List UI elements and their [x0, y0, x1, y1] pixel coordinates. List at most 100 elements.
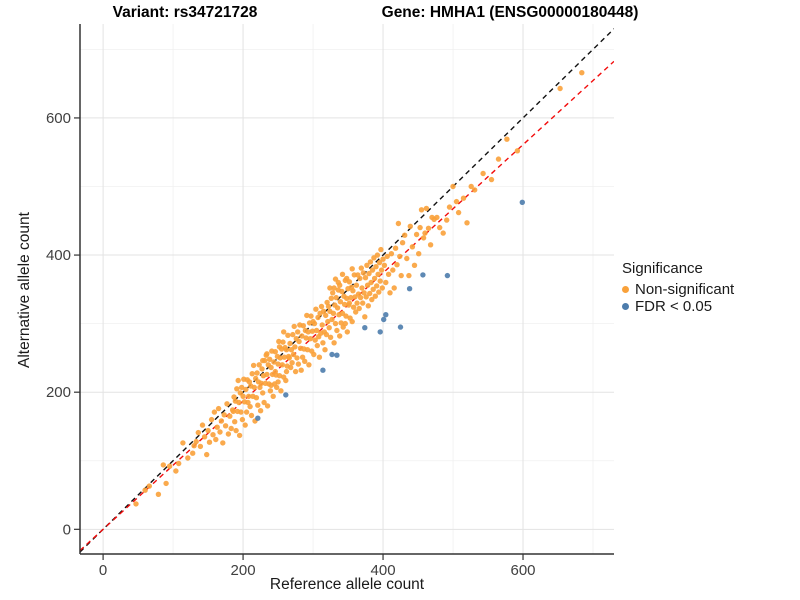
- data-point-non-significant: [277, 355, 283, 361]
- data-point-non-significant: [374, 252, 381, 258]
- data-point-non-significant: [308, 313, 314, 319]
- data-point-non-significant: [353, 282, 360, 288]
- y-tick-label: 200: [46, 384, 71, 401]
- y-tick-label: 400: [46, 247, 71, 264]
- data-point-non-significant: [327, 334, 334, 340]
- data-point-non-significant: [399, 240, 406, 246]
- data-point-non-significant: [303, 335, 309, 341]
- data-point-non-significant: [258, 380, 264, 386]
- data-point-non-significant: [267, 388, 274, 394]
- data-point-non-significant: [357, 275, 363, 282]
- data-point-non-significant: [409, 244, 416, 250]
- scatter-points: [133, 70, 585, 507]
- data-point-non-significant: [322, 347, 328, 353]
- data-point-non-significant: [377, 278, 383, 284]
- data-point-non-significant: [384, 253, 390, 260]
- data-point-non-significant: [417, 224, 423, 231]
- data-point-fdr: [377, 329, 383, 335]
- data-point-non-significant: [197, 443, 204, 450]
- data-point-non-significant: [338, 320, 344, 326]
- legend: Significance Non-significant FDR < 0.05: [622, 260, 734, 315]
- data-point-non-significant: [330, 310, 337, 316]
- data-point-non-significant: [357, 294, 364, 301]
- data-point-non-significant: [146, 483, 152, 489]
- data-point-fdr: [320, 367, 326, 373]
- data-point-non-significant: [236, 399, 242, 406]
- data-point-non-significant: [281, 354, 288, 360]
- data-point-non-significant: [290, 351, 297, 358]
- data-point-non-significant: [193, 438, 199, 445]
- data-point-non-significant: [385, 271, 392, 277]
- data-point-non-significant: [411, 262, 418, 268]
- data-point-non-significant: [472, 187, 478, 193]
- x-tick-label: 600: [511, 562, 536, 579]
- data-point-non-significant: [288, 364, 294, 371]
- data-point-non-significant: [363, 294, 369, 300]
- data-point-non-significant: [341, 301, 348, 308]
- data-point-non-significant: [173, 468, 179, 474]
- data-point-non-significant: [286, 355, 292, 361]
- data-point-non-significant: [283, 368, 290, 375]
- data-point-non-significant: [349, 318, 355, 325]
- data-point-non-significant: [370, 286, 376, 292]
- data-point-non-significant: [514, 148, 521, 154]
- data-point-non-significant: [224, 401, 230, 407]
- data-point-non-significant: [276, 338, 282, 345]
- data-point-non-significant: [249, 371, 255, 377]
- data-point-non-significant: [416, 251, 422, 257]
- data-point-non-significant: [166, 463, 173, 469]
- data-point-non-significant: [557, 85, 563, 92]
- data-point-non-significant: [163, 480, 169, 487]
- data-point-non-significant: [323, 312, 329, 319]
- data-point-non-significant: [299, 333, 305, 339]
- data-point-non-significant: [464, 220, 470, 226]
- data-point-non-significant: [320, 308, 327, 314]
- data-point-fdr: [397, 324, 404, 330]
- data-point-non-significant: [217, 429, 223, 435]
- data-point-non-significant: [268, 364, 274, 371]
- data-point-non-significant: [245, 399, 251, 406]
- data-point-non-significant: [364, 262, 370, 268]
- data-point-non-significant: [434, 214, 440, 221]
- data-point-non-significant: [199, 422, 206, 428]
- data-point-non-significant: [402, 232, 408, 238]
- data-point-non-significant: [437, 224, 443, 231]
- data-point-non-significant: [374, 283, 380, 289]
- data-point-non-significant: [407, 223, 413, 229]
- data-point-non-significant: [259, 366, 265, 372]
- data-point-non-significant: [190, 450, 196, 456]
- data-point-non-significant: [387, 290, 393, 296]
- data-point-non-significant: [276, 373, 283, 379]
- data-point-non-significant: [311, 351, 317, 358]
- legend-dot-non-significant-icon: [622, 286, 629, 293]
- data-point-non-significant: [440, 230, 446, 236]
- data-point-non-significant: [234, 386, 240, 392]
- data-point-non-significant: [316, 354, 323, 360]
- data-point-non-significant: [225, 431, 232, 437]
- data-point-non-significant: [213, 436, 219, 443]
- data-point-non-significant: [324, 299, 330, 306]
- data-point-non-significant: [201, 434, 208, 440]
- x-tick-label: 0: [99, 562, 107, 579]
- data-point-non-significant: [390, 267, 396, 273]
- data-point-non-significant: [488, 176, 495, 183]
- data-point-non-significant: [394, 262, 400, 268]
- legend-label-fdr: FDR < 0.05: [635, 298, 713, 315]
- data-point-non-significant: [191, 443, 197, 449]
- data-point-non-significant: [206, 439, 213, 445]
- x-tick-label: 400: [371, 562, 396, 579]
- data-point-non-significant: [264, 351, 270, 357]
- data-point-non-significant: [256, 362, 262, 368]
- data-point-non-significant: [406, 272, 412, 279]
- data-point-non-significant: [365, 303, 371, 309]
- data-point-non-significant: [337, 282, 343, 288]
- data-point-non-significant: [243, 386, 249, 393]
- data-point-non-significant: [302, 358, 308, 364]
- data-point-non-significant: [579, 70, 585, 76]
- data-point-non-significant: [274, 384, 280, 391]
- data-point-non-significant: [327, 285, 333, 291]
- data-point-non-significant: [208, 416, 215, 423]
- data-point-non-significant: [220, 440, 226, 446]
- data-point-non-significant: [359, 285, 365, 291]
